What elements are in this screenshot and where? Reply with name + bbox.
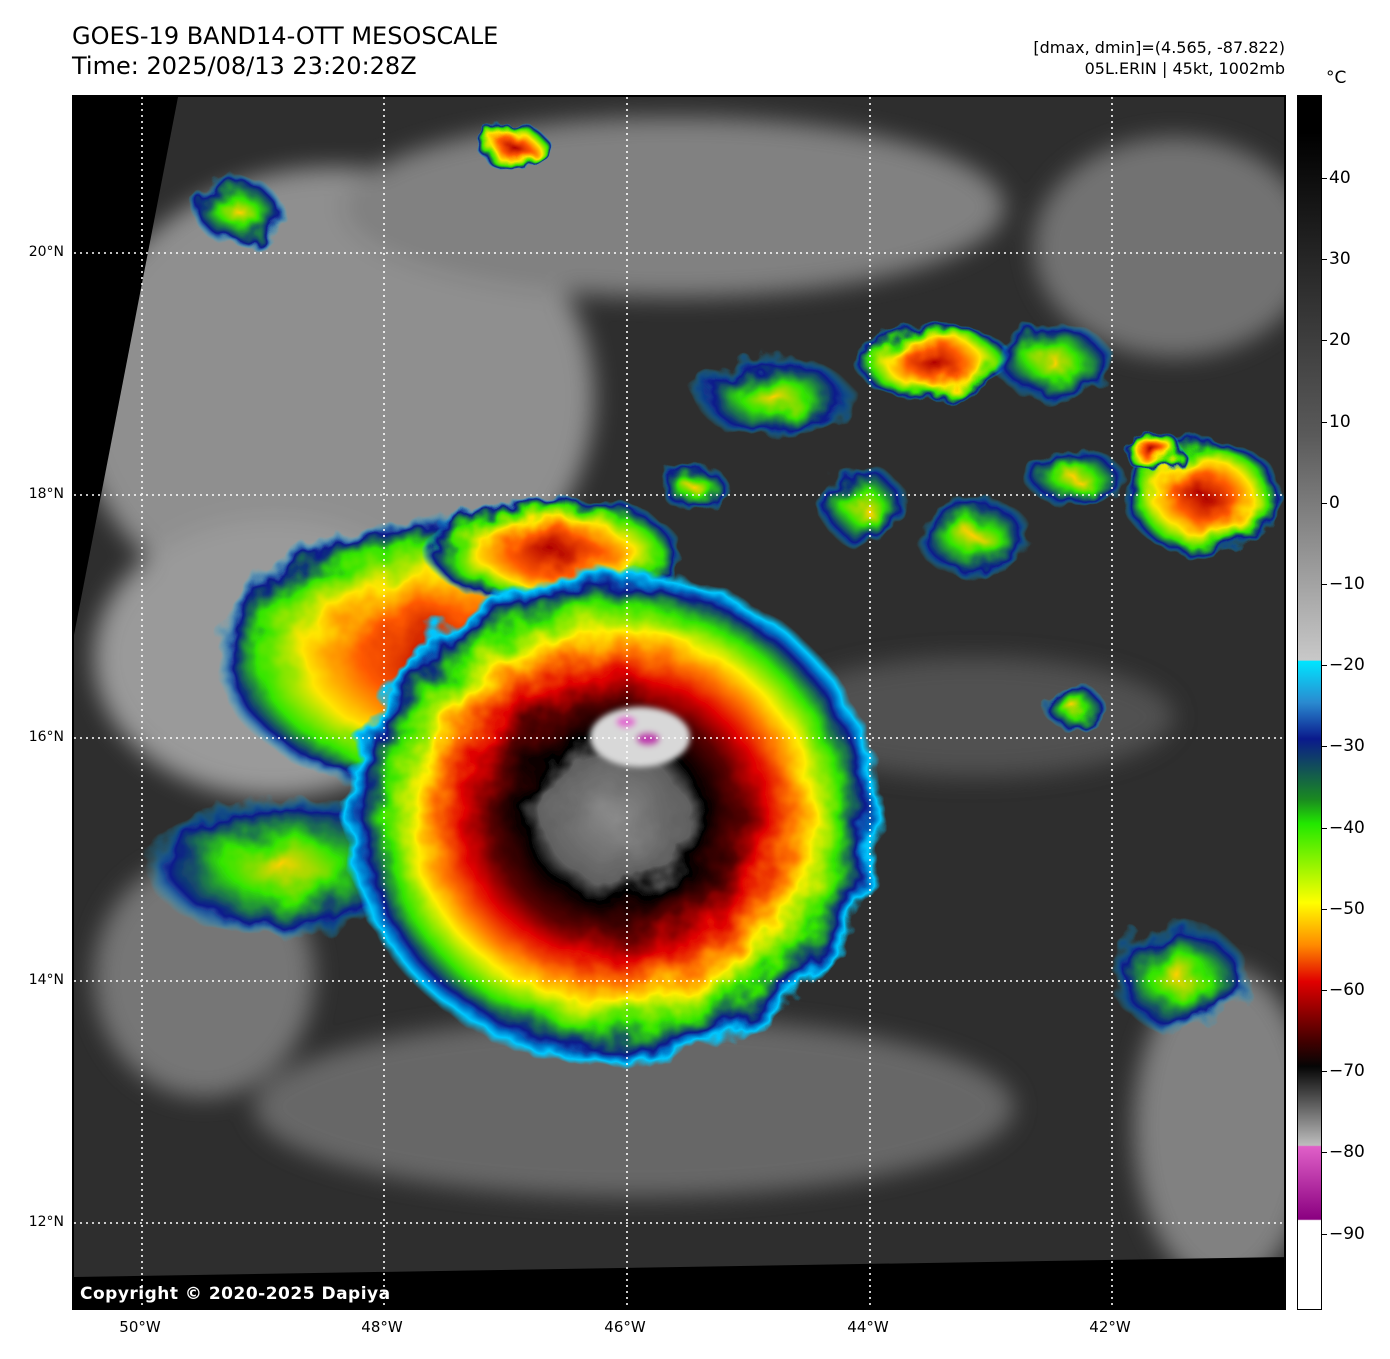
storm-info: 05L.ERIN | 45kt, 1002mb	[1084, 59, 1285, 78]
colorbar-tick-label: 10	[1329, 411, 1351, 432]
colorbar-unit: °C	[1326, 68, 1347, 88]
colorbar-tick-label: 30	[1329, 249, 1351, 270]
colorbar-tick	[1322, 665, 1327, 667]
colorbar-tick-label: −60	[1329, 980, 1365, 1000]
timestamp: Time: 2025/08/13 23:20:28Z	[72, 52, 417, 80]
colorbar-tick-label: 40	[1329, 168, 1351, 188]
colorbar-tick	[1322, 827, 1327, 829]
colorbar-tick	[1322, 340, 1327, 342]
colorbar-tick	[1322, 259, 1327, 261]
colorbar-tick-label: −10	[1329, 574, 1365, 594]
lat-label-20n: 20°N	[28, 244, 64, 260]
lon-label-42w: 42°W	[1089, 1318, 1131, 1336]
data-range: [dmax, dmin]=(4.565, -87.822)	[1033, 38, 1285, 57]
colorbar-tick	[1322, 178, 1327, 179]
colorbar-tick	[1322, 421, 1327, 423]
lon-label-50w: 50°W	[119, 1318, 161, 1336]
colorbar-tick-label: −90	[1329, 1223, 1365, 1244]
lat-label-18n: 18°N	[28, 486, 64, 502]
colorbar-tick-label: −70	[1329, 1061, 1365, 1082]
lat-label-14n: 14°N	[28, 972, 64, 988]
colorbar-tick-label: −80	[1329, 1142, 1365, 1163]
satellite-imagery	[74, 97, 1284, 1308]
lon-label-46w: 46°W	[604, 1318, 646, 1336]
data-gap-south	[74, 1257, 1284, 1308]
colorbar-tick-label: −30	[1329, 736, 1365, 757]
chart-title: GOES-19 BAND14-OTT MESOSCALE	[72, 22, 499, 50]
colorbar-tick	[1322, 990, 1327, 991]
colorbar-tick-label: −20	[1329, 655, 1365, 676]
colorbar-tick	[1322, 746, 1327, 748]
colorbar-tick	[1322, 502, 1327, 504]
lon-label-44w: 44°W	[847, 1318, 889, 1336]
lat-label-12n: 12°N	[28, 1214, 64, 1230]
colorbar-tick	[1322, 1152, 1327, 1154]
colorbar-tick-label: 0	[1329, 492, 1340, 513]
data-gap-west	[74, 97, 178, 635]
colorbar-tick-label: 20	[1329, 330, 1351, 351]
storm-overshooting-top	[590, 707, 690, 767]
colorbar	[1297, 95, 1322, 1310]
satellite-map: Copyright © 2020-2025 Dapiya	[72, 95, 1286, 1310]
colorbar-tick	[1322, 1233, 1327, 1235]
storm-core-erin	[344, 567, 884, 1067]
lon-label-48w: 48°W	[361, 1318, 403, 1336]
colorbar-tick	[1322, 908, 1327, 910]
lat-label-16n: 16°N	[28, 729, 64, 745]
colorbar-tick	[1322, 1071, 1327, 1073]
northern-convection	[194, 122, 1284, 1032]
colorbar-tick-label: −50	[1329, 898, 1365, 919]
colorbar-tick-label: −40	[1329, 817, 1365, 838]
colorbar-tick	[1322, 584, 1327, 585]
copyright-notice: Copyright © 2020-2025 Dapiya	[80, 1284, 391, 1304]
lat-lon-grid	[74, 97, 1284, 1308]
